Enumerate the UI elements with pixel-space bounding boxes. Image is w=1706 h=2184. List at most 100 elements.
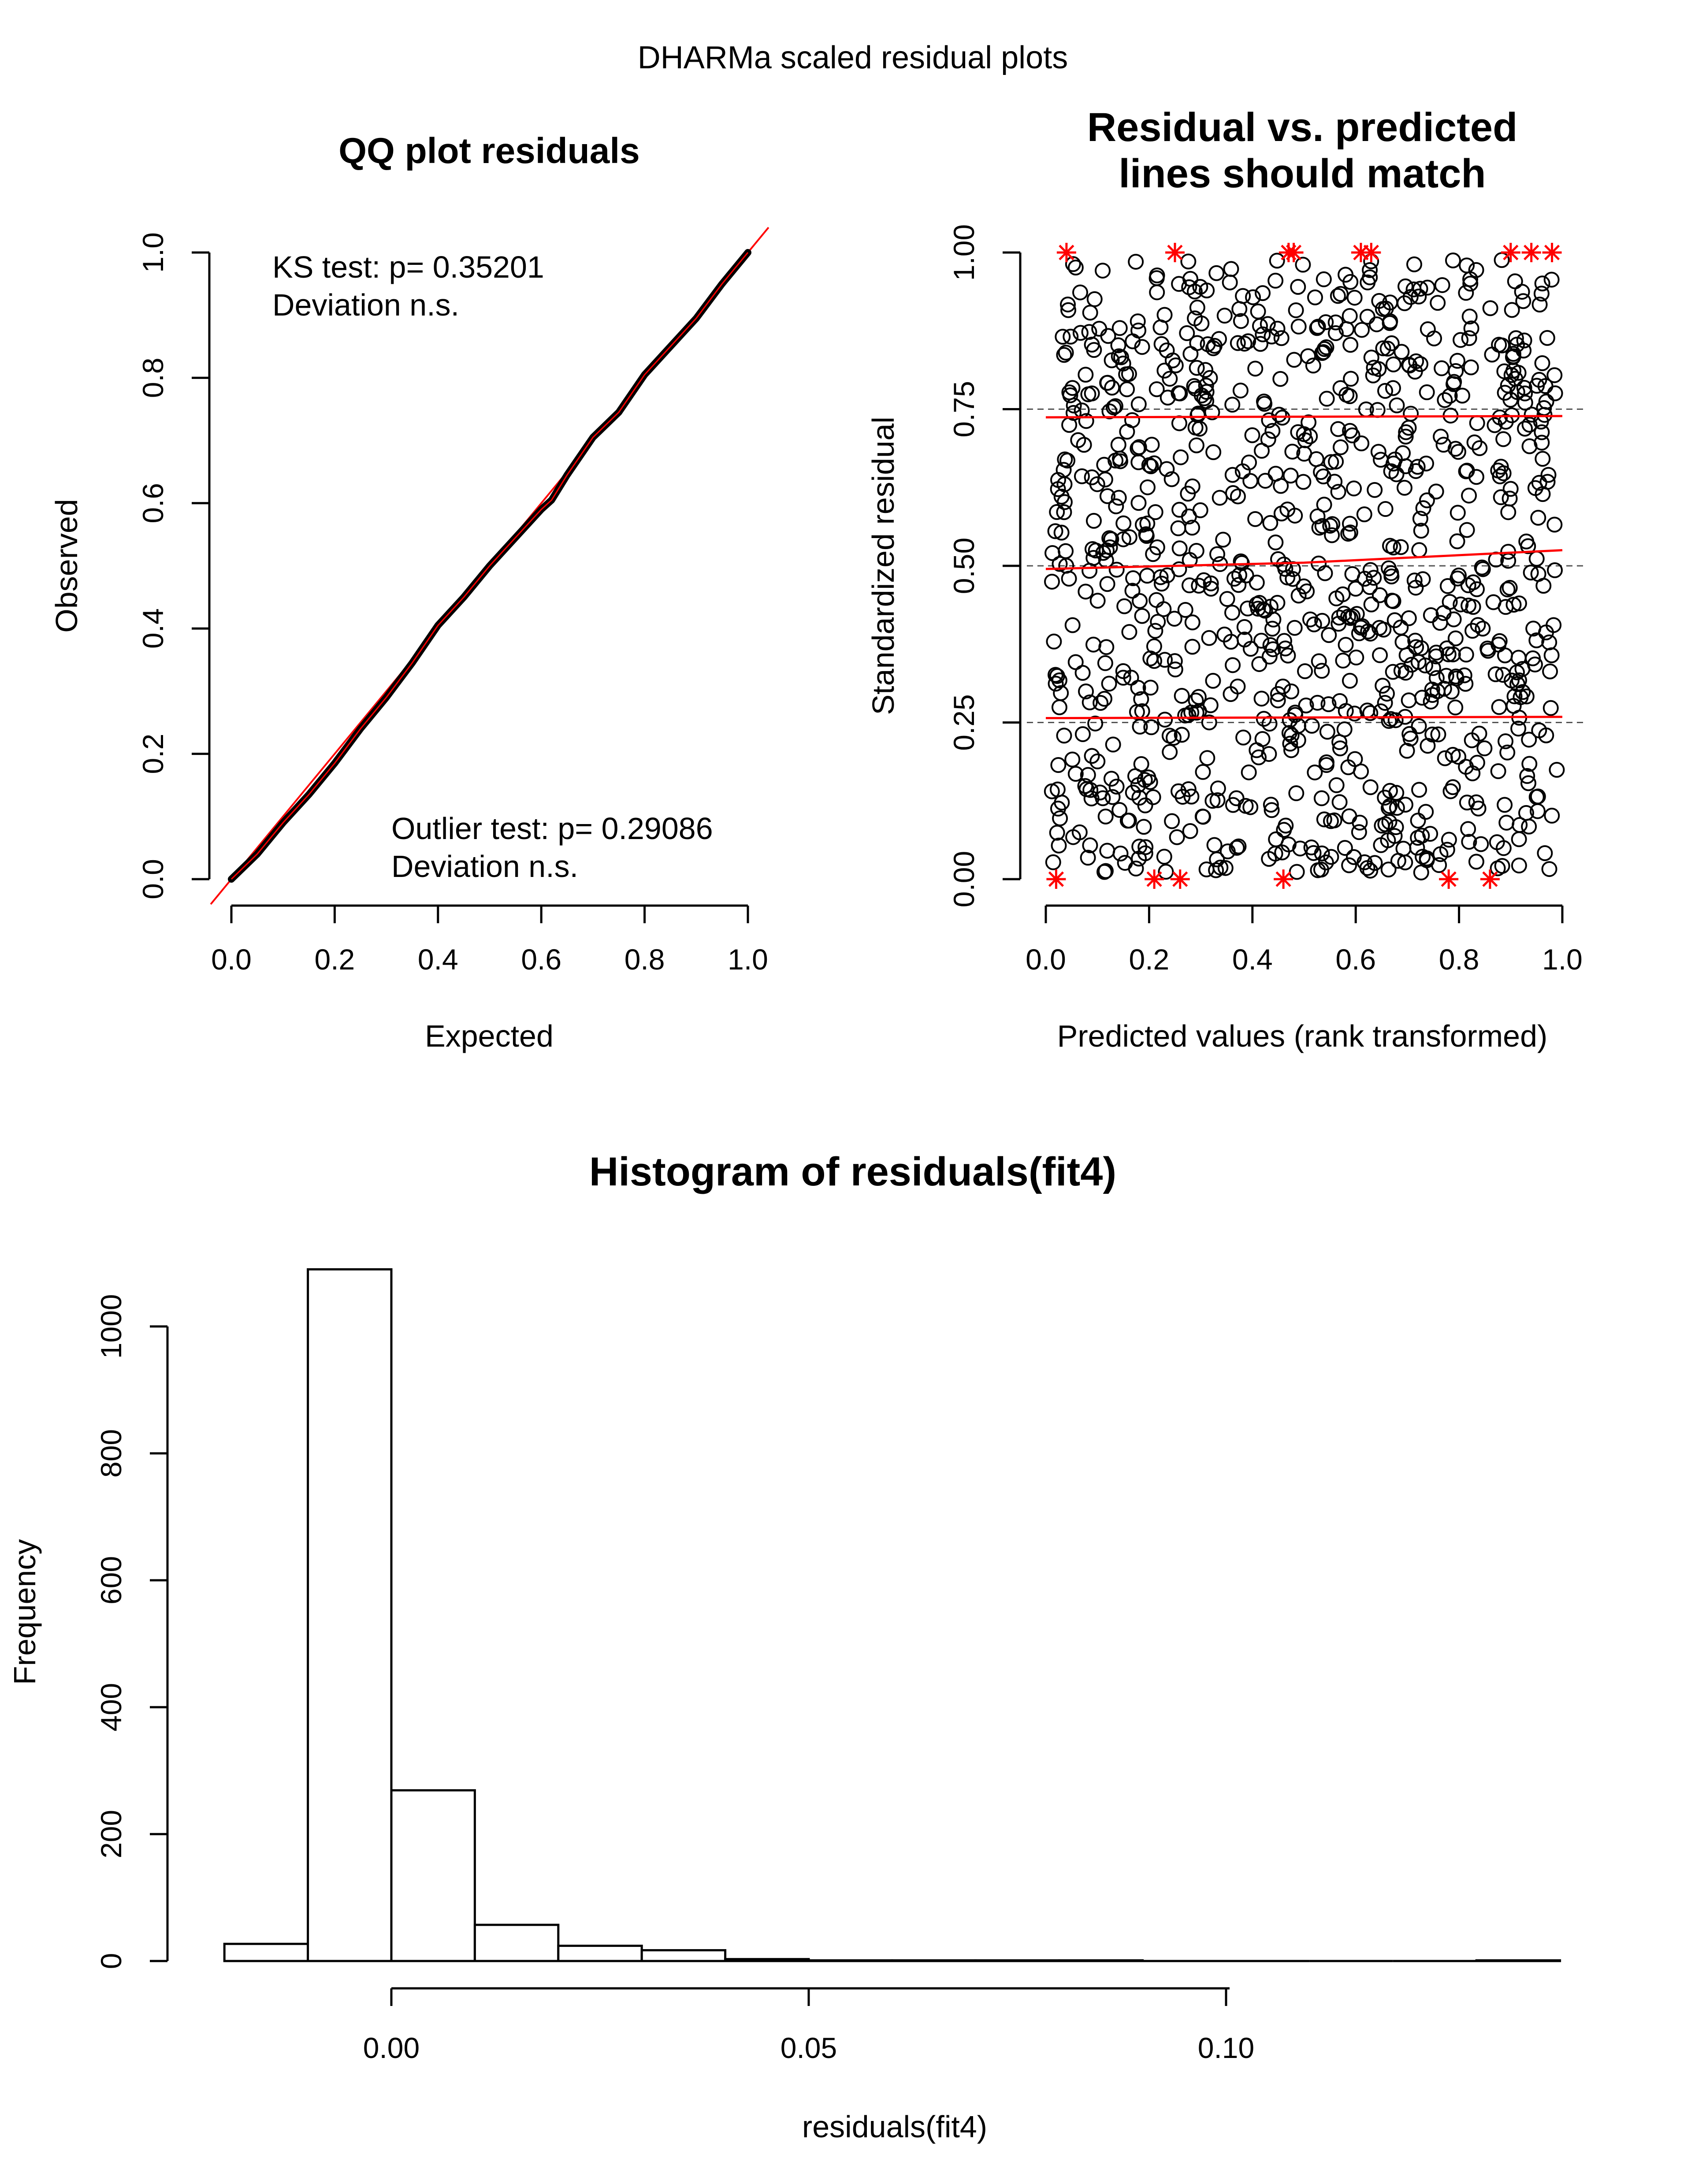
residual-point [1375,678,1391,694]
residual-point [1518,688,1535,705]
residual-point [1055,329,1071,345]
histogram-y-tick-label: 0 [95,1953,127,1969]
quantile-fit-line [1045,549,1563,570]
residual-y-tick-label: 1.00 [948,224,980,281]
outlier-asterisk [1501,243,1520,262]
residual-point [1150,613,1166,630]
residual-point [1464,732,1480,748]
residual-point [1267,846,1283,862]
residual-point [1415,849,1431,865]
residual-point [1130,396,1147,412]
residual-point [1327,474,1343,490]
residual-point [1047,523,1063,539]
residual-point [1199,282,1215,299]
residual-point [1236,631,1253,648]
residual-point [1380,800,1397,816]
outlier-asterisk [1480,869,1500,889]
histogram-x-axis-label: residuals(fit4) [802,2110,987,2144]
residual-point [1423,693,1439,709]
residual-point [1216,626,1233,643]
residual-point [1415,500,1431,516]
residual-point [1184,639,1201,655]
residual-point [1169,829,1185,845]
residual-point [1318,854,1334,871]
residual-point [1225,657,1241,673]
residual-point [1050,757,1067,773]
residual-point [1271,406,1287,423]
residual-point [1044,783,1060,799]
residual-point [1224,467,1241,483]
residual-point [1117,854,1133,871]
outlier-asterisk [1165,243,1185,262]
residual-point [1095,790,1111,806]
residual-point [1121,529,1137,546]
residual-point [1269,320,1286,337]
residual-point [1525,650,1541,666]
residual-point [1134,339,1150,355]
residual-plot-title-line-2: lines should match [1119,151,1486,196]
residual-point [1222,274,1238,290]
residual-point [1461,308,1478,325]
residual-point [1514,284,1530,300]
residual-point [1290,319,1307,335]
residual-point [1412,511,1428,527]
residual-point [1174,687,1190,704]
residual-y-ticks: 0.00 0.25 0.50 0.75 1.00 [948,224,1020,907]
residual-point [1411,718,1427,734]
outlier-asterisk-stroke [1544,245,1560,260]
residual-point [1251,749,1267,765]
residual-point [1097,808,1114,825]
residual-point [1084,748,1100,764]
residual-point [1398,428,1414,445]
residual-point [1189,335,1205,351]
residual-point [1072,284,1088,301]
residual-point [1192,502,1208,518]
residual-point [1509,676,1525,692]
residual-point [1509,337,1525,353]
residual-point [1502,579,1518,596]
residual-point [1412,356,1429,372]
residual-point [1388,466,1405,483]
residual-point [1380,862,1397,878]
residual-point [1534,355,1550,371]
residual-point [1130,495,1147,511]
residual-point [1067,765,1084,782]
residual-point [1377,790,1393,806]
residual-point [1103,531,1119,547]
residual-point [1425,660,1441,676]
residual-point [1402,731,1419,747]
residual-point [1538,394,1554,410]
residual-x-tick-label: 0.2 [1129,943,1170,976]
outlier-asterisk [1521,243,1541,262]
residual-point [1318,314,1334,331]
residual-point [1413,523,1429,539]
residual-point [1324,527,1340,543]
residual-point [1413,864,1429,880]
residual-point [1125,333,1141,349]
residual-point [1193,387,1210,404]
residual-point [1375,621,1392,638]
residual-point [1381,713,1397,729]
histogram-bar [640,1949,727,1962]
residual-point [1082,305,1098,321]
residual-point [1360,274,1376,290]
residual-point [1252,336,1268,352]
residual-point [1269,594,1286,611]
residual-point [1445,779,1461,795]
histogram-y-tick-label: 600 [95,1556,127,1605]
residual-point [1411,288,1427,305]
residual-point [1403,405,1419,422]
residual-point [1205,340,1222,357]
residual-point [1412,281,1428,297]
residual-point [1156,362,1173,379]
residual-point [1389,397,1405,413]
residual-point [1463,359,1479,375]
residual-point [1158,864,1174,880]
residual-y-tick-label: 0.00 [948,851,980,907]
residual-point [1134,608,1150,624]
residual-point [1130,313,1146,330]
residual-point [1367,482,1383,498]
residual-point [1219,591,1235,607]
residual-point [1167,661,1183,678]
